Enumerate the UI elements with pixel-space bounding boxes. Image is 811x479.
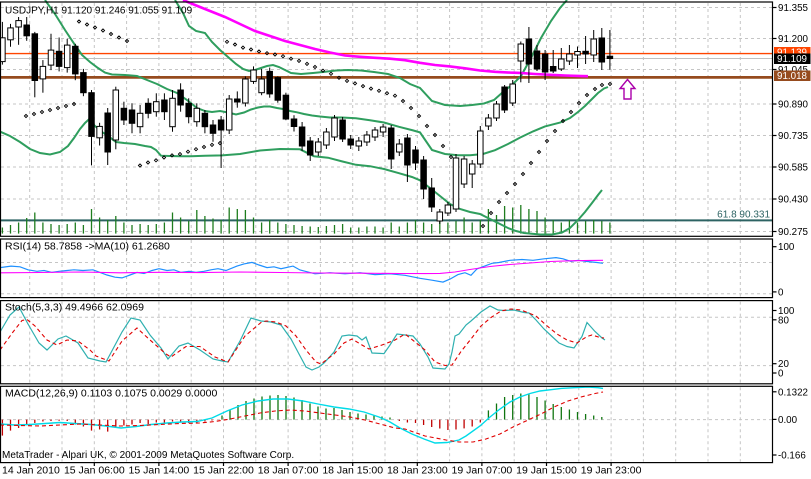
- svg-text:19 Jan 07:00: 19 Jan 07:00: [452, 465, 513, 477]
- svg-text:100: 100: [778, 242, 795, 253]
- svg-text:80: 80: [778, 315, 789, 326]
- svg-text:-0.166: -0.166: [778, 451, 806, 462]
- svg-text:18 Jan 07:00: 18 Jan 07:00: [258, 465, 319, 477]
- svg-text:15 Jan 22:00: 15 Jan 22:00: [193, 465, 254, 477]
- svg-text:90.735: 90.735: [778, 131, 809, 142]
- svg-text:MACD(12,26,9) 0.1103 0.1075 0.: MACD(12,26,9) 0.1103 0.1075 0.0029 0.000…: [5, 388, 217, 400]
- svg-text:19 Jan 23:00: 19 Jan 23:00: [581, 465, 642, 477]
- svg-text:0: 0: [778, 287, 784, 298]
- svg-text:91.139: 91.139: [777, 48, 807, 59]
- svg-text:91.355: 91.355: [778, 3, 809, 14]
- svg-text:100: 100: [778, 306, 795, 317]
- svg-text:91.018: 91.018: [777, 71, 808, 82]
- svg-text:0: 0: [778, 369, 784, 380]
- svg-text:91.109: 91.109: [777, 54, 807, 65]
- svg-text:20: 20: [778, 359, 789, 370]
- svg-text:18 Jan 23:00: 18 Jan 23:00: [387, 465, 448, 477]
- svg-text:61.8 90.331: 61.8 90.331: [717, 210, 770, 221]
- svg-text:0.00: 0.00: [778, 415, 798, 426]
- svg-text:0.1322: 0.1322: [778, 387, 808, 398]
- svg-text:14 Jan 2010: 14 Jan 2010: [2, 465, 60, 477]
- svg-text:90.430: 90.430: [778, 195, 809, 206]
- svg-text:USDJPY,H1 91.120 91.246 91.05: USDJPY,H1 91.120 91.246 91.055 91.109: [5, 6, 193, 17]
- svg-text:19 Jan 15:00: 19 Jan 15:00: [516, 465, 577, 477]
- svg-text:MetaTrader - Alpari UK, © 2001: MetaTrader - Alpari UK, © 2001-2009 Meta…: [2, 450, 294, 461]
- svg-text:91.200: 91.200: [778, 34, 809, 45]
- svg-text:90.275: 90.275: [778, 227, 809, 238]
- svg-text:15 Jan 06:00: 15 Jan 06:00: [64, 465, 125, 477]
- svg-text:90.585: 90.585: [778, 163, 809, 174]
- svg-text:RSI(14) 58.7858 ->MA(10) 61.2: RSI(14) 58.7858 ->MA(10) 61.2680: [5, 241, 170, 253]
- svg-text:90.890: 90.890: [778, 100, 809, 111]
- svg-text:18 Jan 15:00: 18 Jan 15:00: [322, 465, 383, 477]
- svg-text:Stoch(5,3,3) 49.4966 62.0969: Stoch(5,3,3) 49.4966 62.0969: [5, 302, 144, 314]
- svg-text:15 Jan 14:00: 15 Jan 14:00: [129, 465, 190, 477]
